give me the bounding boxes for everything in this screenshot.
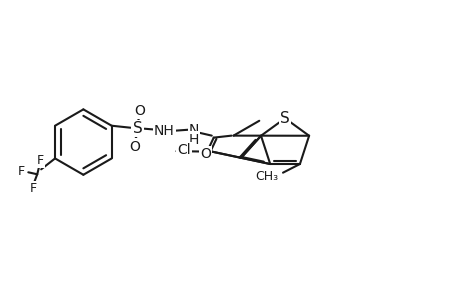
Text: F: F [18,165,25,178]
Text: N: N [188,123,199,137]
Text: O: O [129,140,140,154]
Text: H: H [188,133,199,147]
Text: Cl: Cl [177,143,191,157]
Text: S: S [132,121,142,136]
Text: CH₃: CH₃ [254,170,277,183]
Text: O: O [200,148,211,161]
Text: NH: NH [153,124,174,138]
Text: O: O [134,104,145,118]
Text: S: S [280,111,289,126]
Text: F: F [37,154,44,167]
Text: F: F [30,182,37,195]
